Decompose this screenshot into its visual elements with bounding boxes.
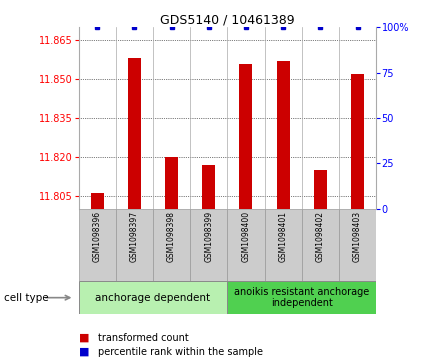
Text: cell type: cell type — [4, 293, 49, 303]
Bar — [227, 209, 264, 281]
Text: anoikis resistant anchorage
independent: anoikis resistant anchorage independent — [234, 287, 369, 309]
Text: GSM1098402: GSM1098402 — [316, 211, 325, 262]
Bar — [314, 170, 327, 209]
Bar — [264, 209, 302, 281]
Bar — [227, 281, 376, 314]
Text: GSM1098396: GSM1098396 — [93, 211, 102, 262]
Bar — [202, 165, 215, 209]
Bar — [190, 209, 227, 281]
Text: GSM1098397: GSM1098397 — [130, 211, 139, 262]
Bar — [128, 58, 141, 209]
Bar — [302, 209, 339, 281]
Text: anchorage dependent: anchorage dependent — [96, 293, 210, 303]
Bar — [153, 209, 190, 281]
Bar — [165, 157, 178, 209]
Bar — [351, 74, 364, 209]
Text: transformed count: transformed count — [98, 333, 189, 343]
Bar — [339, 209, 376, 281]
Text: GSM1098403: GSM1098403 — [353, 211, 362, 262]
Text: GSM1098398: GSM1098398 — [167, 211, 176, 262]
Text: percentile rank within the sample: percentile rank within the sample — [98, 347, 263, 357]
Title: GDS5140 / 10461389: GDS5140 / 10461389 — [160, 13, 295, 26]
Text: GSM1098399: GSM1098399 — [204, 211, 213, 262]
Text: GSM1098400: GSM1098400 — [241, 211, 250, 262]
Text: ■: ■ — [79, 333, 89, 343]
Bar — [116, 209, 153, 281]
Text: ■: ■ — [79, 347, 89, 357]
Bar — [91, 193, 104, 209]
Bar — [277, 61, 290, 209]
Bar — [239, 64, 252, 209]
Bar — [79, 281, 227, 314]
Bar — [79, 209, 116, 281]
Text: GSM1098401: GSM1098401 — [279, 211, 288, 262]
